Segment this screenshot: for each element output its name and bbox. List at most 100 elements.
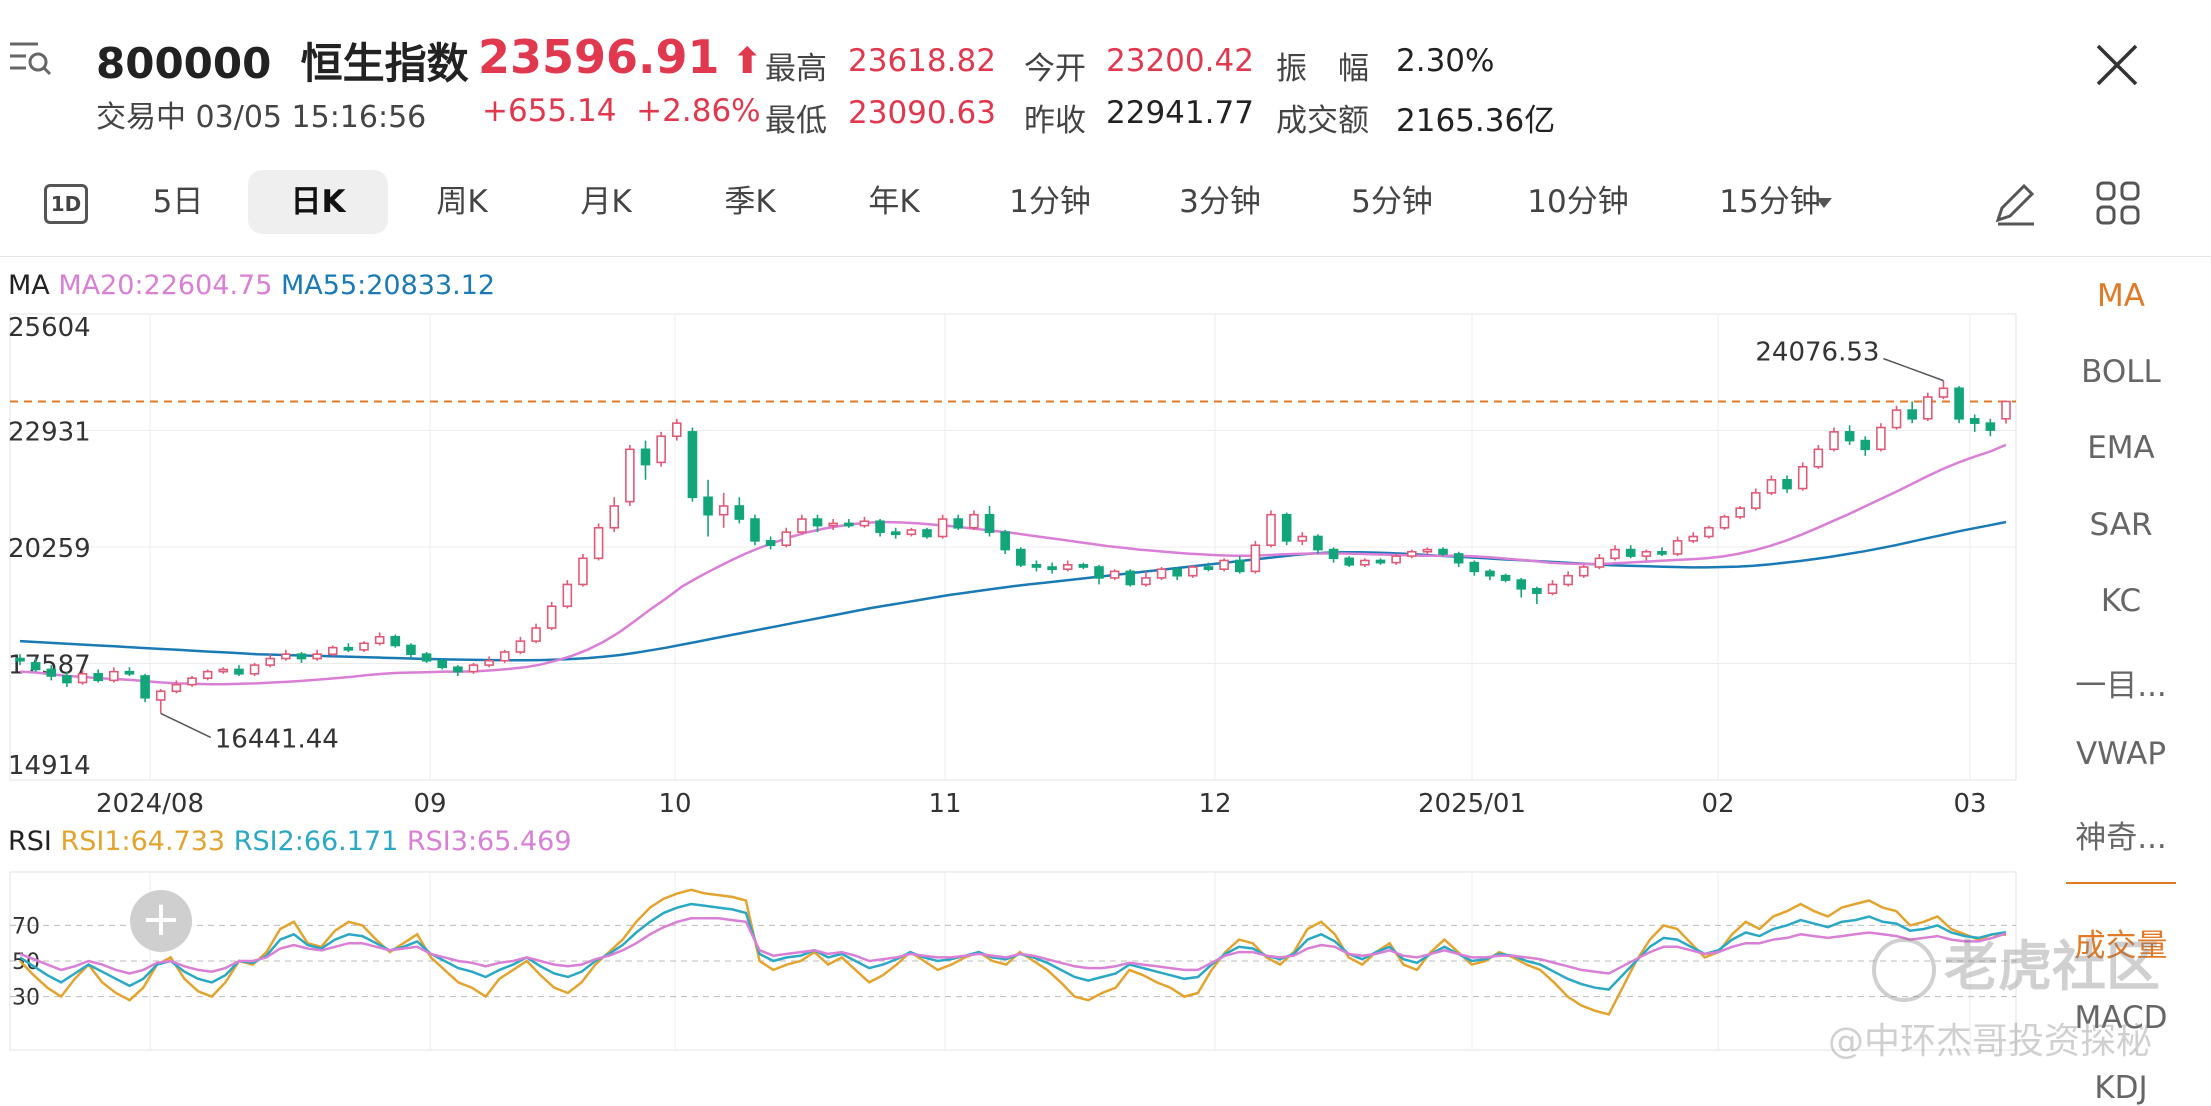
sidebar-item-ichimoku[interactable]: 一目...: [2075, 668, 2167, 704]
candle-body: [281, 653, 291, 660]
candle-body: [937, 518, 948, 538]
candle-body: [1985, 422, 1996, 431]
tab-monthly-k[interactable]: 月K: [580, 184, 632, 220]
tab-15min[interactable]: 15分钟: [1719, 184, 1821, 220]
candle-body: [890, 531, 901, 536]
sidebar-item-magic[interactable]: 神奇...: [2075, 820, 2167, 856]
tab-5day[interactable]: 5日: [152, 184, 204, 220]
candle-body: [765, 540, 776, 547]
candle-body: [124, 670, 135, 675]
open-label: 今开: [1024, 51, 1086, 87]
tab-3min[interactable]: 3分钟: [1179, 184, 1261, 220]
candle-body: [1188, 566, 1198, 577]
candle-body: [1406, 550, 1417, 557]
candle-body: [750, 518, 760, 542]
tab-daily-k[interactable]: 日K: [248, 170, 388, 234]
candle-body: [1000, 531, 1010, 551]
tab-10min[interactable]: 10分钟: [1527, 184, 1629, 220]
draw-pencil-icon[interactable]: [1990, 178, 2040, 228]
ma20-legend: MA20:22604.75: [58, 270, 273, 301]
tab-1min[interactable]: 1分钟: [1009, 184, 1091, 220]
candle-body: [1375, 559, 1386, 564]
candle-body: [249, 664, 260, 675]
candle-body: [46, 668, 57, 677]
menu-search-icon[interactable]: [8, 40, 54, 76]
candle-body: [578, 557, 588, 586]
sidebar-item-boll[interactable]: BOLL: [2081, 354, 2161, 390]
add-indicator-button[interactable]: +: [130, 890, 192, 952]
candle-body: [296, 653, 307, 660]
candle-body: [171, 683, 182, 693]
candle-body: [359, 642, 369, 651]
sidebar-item-kdj[interactable]: KDJ: [2094, 1070, 2148, 1106]
candle-body: [875, 520, 885, 533]
y-tick-label: 25604: [8, 313, 91, 343]
candle-body: [953, 518, 964, 529]
sidebar-item-volume[interactable]: 成交量: [2074, 928, 2168, 964]
rsi1-legend: RSI1:64.733: [60, 826, 226, 857]
rsi-legend: RSI RSI1:64.733 RSI2:66.171 RSI3:65.469: [8, 826, 572, 857]
candle-body: [30, 662, 41, 671]
candle-body: [218, 668, 229, 673]
high-value: 23618.82: [848, 43, 996, 79]
candle-body: [1735, 507, 1745, 518]
candle-body: [1453, 553, 1464, 564]
turnover-label: 成交额: [1276, 103, 1369, 139]
sidebar-item-vwap[interactable]: VWAP: [2075, 736, 2167, 772]
candle-body: [703, 496, 713, 516]
x-tick-label: 11: [928, 789, 961, 819]
open-value: 23200.42: [1106, 43, 1254, 79]
candle-body: [2001, 400, 2011, 420]
candle-body: [1797, 465, 1808, 490]
y-tick-label: 20259: [8, 534, 91, 564]
candle-body: [1860, 439, 1871, 451]
tab-1d-icon[interactable]: 1D: [44, 184, 88, 224]
grid-layout-icon[interactable]: [2095, 180, 2141, 226]
rsi-tick-label: 30: [12, 986, 40, 1011]
candle-body: [1688, 535, 1699, 542]
candle-body: [312, 653, 322, 660]
low-annotation-leader: [160, 712, 212, 739]
stock-name: 恒生指数: [300, 39, 469, 88]
change-value: +655.14: [482, 93, 617, 129]
candle-body: [734, 505, 745, 520]
candle-body: [140, 675, 150, 699]
close-icon[interactable]: [2092, 40, 2142, 90]
candle-body: [515, 640, 526, 653]
candle-body: [1266, 513, 1276, 547]
rsi1-line: [19, 888, 2007, 1016]
sidebar-item-ma[interactable]: MA: [2097, 278, 2145, 314]
candle-body: [625, 448, 635, 503]
sidebar-item-sar[interactable]: SAR: [2089, 507, 2153, 543]
x-tick-label: 12: [1198, 789, 1231, 819]
candle-body: [265, 657, 276, 666]
rsi-legend-prefix: RSI: [8, 826, 52, 857]
candle-body: [1047, 566, 1057, 570]
trading-status: 交易中 03/05 15:16:56: [96, 100, 427, 135]
x-tick-label: 2024/08: [96, 789, 204, 819]
sidebar-item-ema[interactable]: EMA: [2087, 430, 2155, 466]
tab-5min[interactable]: 5分钟: [1351, 184, 1433, 220]
candle-body: [1281, 513, 1292, 542]
tab-yearly-k[interactable]: 年K: [868, 184, 920, 220]
tab-quarterly-k[interactable]: 季K: [724, 184, 776, 220]
candle-body: [1109, 570, 1120, 579]
candle-body: [671, 422, 682, 438]
candle-body: [1766, 479, 1777, 494]
high-annotation-label: 24076.53: [1755, 338, 1879, 368]
candle-body: [609, 505, 620, 529]
candle-body: [343, 646, 354, 651]
candle-body: [109, 670, 119, 682]
sidebar-item-macd[interactable]: MACD: [2074, 1000, 2168, 1036]
candle-body: [1876, 426, 1886, 451]
candle-body: [15, 657, 25, 662]
tab-weekly-k[interactable]: 周K: [436, 184, 488, 220]
candle-body: [546, 605, 557, 629]
sidebar-item-kc[interactable]: KC: [2100, 583, 2142, 619]
candle-body: [1844, 431, 1855, 442]
candle-body: [906, 529, 917, 536]
dropdown-triangle-icon[interactable]: [1814, 196, 1834, 210]
turnover-value: 2165.36亿: [1396, 103, 1556, 139]
